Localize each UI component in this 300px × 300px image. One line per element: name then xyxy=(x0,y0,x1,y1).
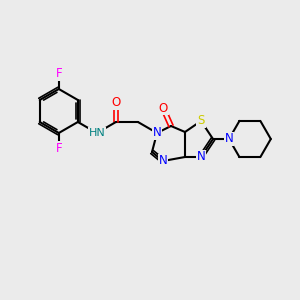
Text: N: N xyxy=(153,127,161,140)
Text: S: S xyxy=(197,115,205,128)
Text: F: F xyxy=(56,142,62,155)
Text: HN: HN xyxy=(88,128,105,138)
Text: N: N xyxy=(225,133,233,146)
Text: N: N xyxy=(196,151,206,164)
Text: O: O xyxy=(158,101,168,115)
Text: F: F xyxy=(56,67,62,80)
Text: O: O xyxy=(111,96,121,109)
Text: N: N xyxy=(159,154,167,167)
